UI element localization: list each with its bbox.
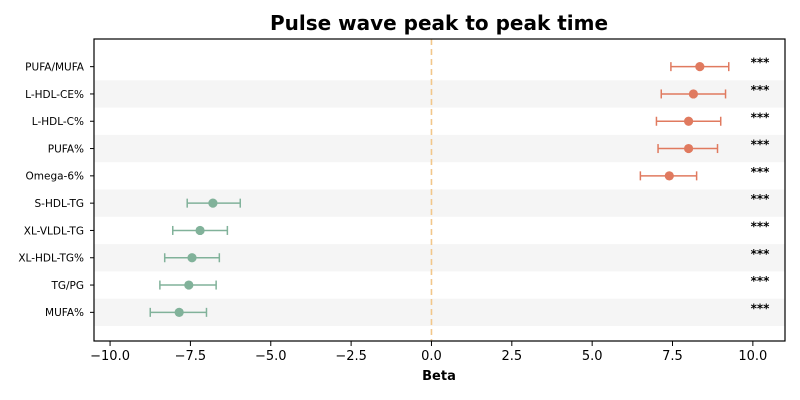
x-tick-label: 5.0 bbox=[582, 349, 603, 364]
significance-label: *** bbox=[751, 83, 771, 97]
significance-label: *** bbox=[751, 219, 771, 233]
plot-marks: *** *** *** *** *** *** *** *** *** *** bbox=[149, 56, 771, 317]
significance-label: *** bbox=[751, 301, 771, 315]
point-estimate bbox=[664, 171, 674, 181]
point-estimate bbox=[174, 307, 184, 317]
significance-label: *** bbox=[751, 56, 771, 70]
x-tick-label: 0.0 bbox=[421, 349, 442, 364]
point-estimate bbox=[688, 89, 699, 99]
point-estimate bbox=[683, 143, 694, 154]
x-tick-label: 2.5 bbox=[501, 349, 522, 364]
y-tick-label: PUFA/MUFA bbox=[25, 61, 85, 73]
significance-label: *** bbox=[751, 274, 771, 288]
y-tick-label: XL-VLDL-TG bbox=[24, 225, 84, 237]
x-axis: −10.0 −7.5 −5.0 −2.5 0.0 2.5 5.0 7.5 10.0 bbox=[90, 341, 767, 364]
significance-label: *** bbox=[751, 192, 771, 206]
y-tick-label: MUFA% bbox=[45, 307, 84, 319]
x-tick-label: 10.0 bbox=[738, 349, 767, 364]
point-estimate bbox=[208, 198, 218, 208]
x-tick-label: −5.0 bbox=[255, 349, 287, 364]
y-tick-label: L-HDL-CE% bbox=[25, 89, 84, 101]
y-tick-label: L-HDL-C% bbox=[32, 116, 84, 128]
significance-label: *** bbox=[751, 247, 771, 261]
y-tick-label: XL-HDL-TG% bbox=[18, 253, 84, 265]
point-estimate bbox=[187, 253, 197, 263]
y-tick-label: S-HDL-TG bbox=[35, 198, 84, 210]
significance-label: *** bbox=[751, 110, 771, 124]
x-tick-label: −2.5 bbox=[335, 349, 367, 364]
point-estimate bbox=[695, 62, 705, 72]
significance-label: *** bbox=[751, 138, 771, 152]
point-estimate bbox=[195, 225, 205, 236]
chart-title: Pulse wave peak to peak time bbox=[270, 11, 608, 35]
point-estimate bbox=[683, 116, 694, 126]
y-tick-label: Omega-6% bbox=[26, 171, 85, 183]
y-tick-label: TG/PG bbox=[50, 280, 84, 292]
y-axis: PUFA/MUFA L-HDL-CE% L-HDL-C% PUFA% Omega-6% S… bbox=[18, 61, 94, 319]
x-tick-label: −10.0 bbox=[90, 349, 130, 364]
significance-label: *** bbox=[751, 165, 771, 179]
row-band bbox=[94, 298, 785, 326]
y-tick-label: PUFA% bbox=[48, 143, 84, 155]
x-tick-label: −7.5 bbox=[175, 349, 207, 364]
x-tick-label: 7.5 bbox=[662, 349, 683, 364]
x-axis-label: Beta bbox=[422, 369, 456, 384]
plot-frame bbox=[93, 38, 786, 342]
point-estimate bbox=[184, 280, 194, 290]
